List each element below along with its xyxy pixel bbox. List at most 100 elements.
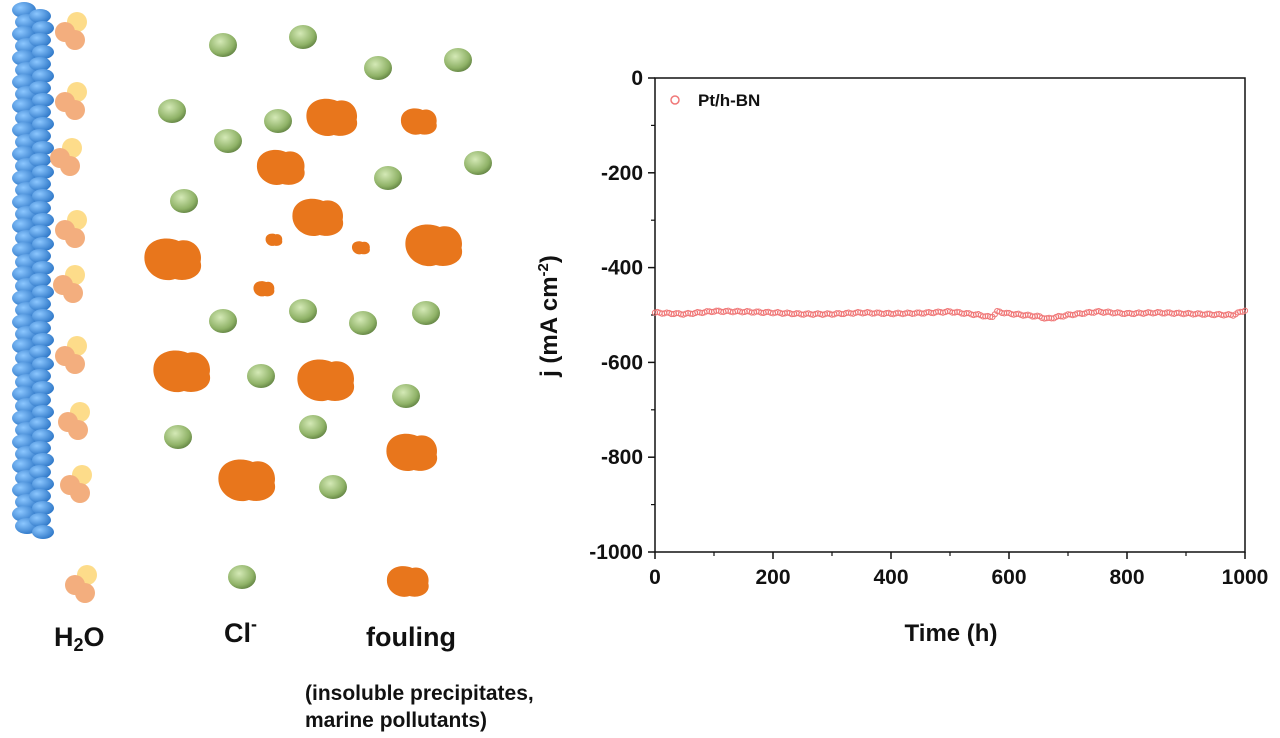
chloride-ion-icon [444, 48, 472, 72]
water-molecules [50, 12, 92, 503]
electrode-bead [32, 165, 54, 179]
electrode-bead [29, 465, 51, 479]
electrode-bead [32, 477, 54, 491]
electrode-bead [29, 81, 51, 95]
electrode-bead [32, 117, 54, 131]
electrode-bead [29, 201, 51, 215]
chloride-ion-icon [299, 415, 327, 439]
electrode-bead [29, 177, 51, 191]
electrode-bead [29, 441, 51, 455]
electrode-bead [32, 213, 54, 227]
electrode-layer [12, 2, 54, 539]
x-axis-ticks: 0 200 400 600 800 1000 [649, 552, 1268, 589]
x-tick-label: 200 [755, 566, 790, 589]
electrode-bead [32, 501, 54, 515]
fouling-particle-icon [144, 238, 202, 281]
x-axis-title: Time (h) [905, 620, 998, 647]
fouling-particle-icon [218, 459, 276, 502]
y-axis-title: j (mA cm-2) [535, 255, 563, 378]
electrode-bead [32, 93, 54, 107]
chloride-ions [158, 25, 492, 499]
electrode-bead [29, 273, 51, 287]
fouling-particle-icon [405, 224, 463, 267]
series-pt-hbn [651, 307, 1249, 322]
fouling-particle-icon [351, 241, 370, 255]
electrode-bead [29, 513, 51, 527]
electrode-bead [32, 405, 54, 419]
y-tick-label: -1000 [589, 541, 643, 564]
chloride-ion-icon [158, 99, 186, 123]
chloride-ion-icon [374, 166, 402, 190]
chloride-ion-icon [247, 364, 275, 388]
y-tick-label: 0 [631, 67, 643, 90]
fouling-particle-icon [265, 233, 283, 246]
water-label: H2O [54, 622, 105, 655]
electrode-bead [29, 105, 51, 119]
electrode-bead [29, 489, 51, 503]
electrode-bead [29, 9, 51, 23]
chloride-ion-icon [228, 565, 256, 589]
chloride-ion-icon [289, 25, 317, 49]
electrode-bead [32, 429, 54, 443]
fouling-particle-icon [256, 149, 305, 185]
fouling-particle-icon [386, 433, 438, 472]
y-tick-label: -600 [601, 351, 643, 374]
legend-marker [670, 95, 680, 105]
water-molecule-icon [58, 402, 90, 440]
water-molecule-icon [65, 565, 97, 603]
electrode-bead [32, 21, 54, 35]
electrode-bead [32, 525, 54, 539]
data-point [987, 313, 994, 321]
water-molecule-icon [55, 82, 87, 120]
chloride-ion-icon [319, 475, 347, 499]
electrode-bead [29, 57, 51, 71]
chloride-ion-icon [209, 33, 237, 57]
x-tick-label: 1000 [1222, 566, 1269, 589]
water-molecule-icon [55, 336, 87, 374]
electrode-bead [32, 357, 54, 371]
x-tick-label: 800 [1109, 566, 1144, 589]
electrode-bead [32, 237, 54, 251]
hydrophobic-electrode-illustration [12, 2, 492, 603]
electrode-bead [32, 261, 54, 275]
fouling-particle-icon [153, 350, 211, 393]
y-tick-label: -200 [601, 162, 643, 185]
data-point [1241, 307, 1249, 314]
chloride-ion-icon [264, 109, 292, 133]
chloride-ion-icon [209, 309, 237, 333]
electrode-bead [29, 297, 51, 311]
electrode-bead [32, 189, 54, 203]
y-tick-label: -400 [601, 257, 643, 280]
water-molecule-icon [55, 12, 87, 50]
fouling-particle-icon [400, 108, 437, 135]
fouling-particle-icon [306, 98, 358, 137]
electrode-bead [29, 33, 51, 47]
chloride-ion-icon [364, 56, 392, 80]
water-molecule-icon [53, 265, 85, 303]
chloride-label: Cl- [224, 614, 257, 648]
electrode-bead [29, 249, 51, 263]
x-tick-label: 0 [649, 566, 661, 589]
chloride-ion-icon [412, 301, 440, 325]
chart-legend: Pt/h-BN [670, 91, 760, 110]
y-tick-label: -800 [601, 446, 643, 469]
water-molecule-icon [50, 138, 82, 176]
species-legend-icons [65, 565, 429, 603]
chloride-ion-icon [289, 299, 317, 323]
chloride-ion-icon [464, 151, 492, 175]
electrode-bead [29, 321, 51, 335]
chloride-ion-icon [392, 384, 420, 408]
electrode-bead [29, 369, 51, 383]
water-molecule-icon [55, 210, 87, 248]
x-tick-label: 600 [991, 566, 1026, 589]
electrode-bead [32, 285, 54, 299]
electrode-bead [32, 309, 54, 323]
electrode-bead [29, 153, 51, 167]
electrode-bead [29, 225, 51, 239]
fouling-label: fouling [366, 622, 456, 652]
chloride-ion-icon [170, 189, 198, 213]
electrode-bead [29, 417, 51, 431]
y-axis-ticks: 0 -200 -400 -600 -800 -1000 [589, 67, 655, 564]
electrode-bead [32, 453, 54, 467]
